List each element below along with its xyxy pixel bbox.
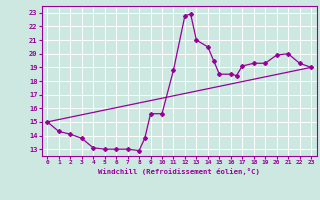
- X-axis label: Windchill (Refroidissement éolien,°C): Windchill (Refroidissement éolien,°C): [98, 168, 260, 175]
